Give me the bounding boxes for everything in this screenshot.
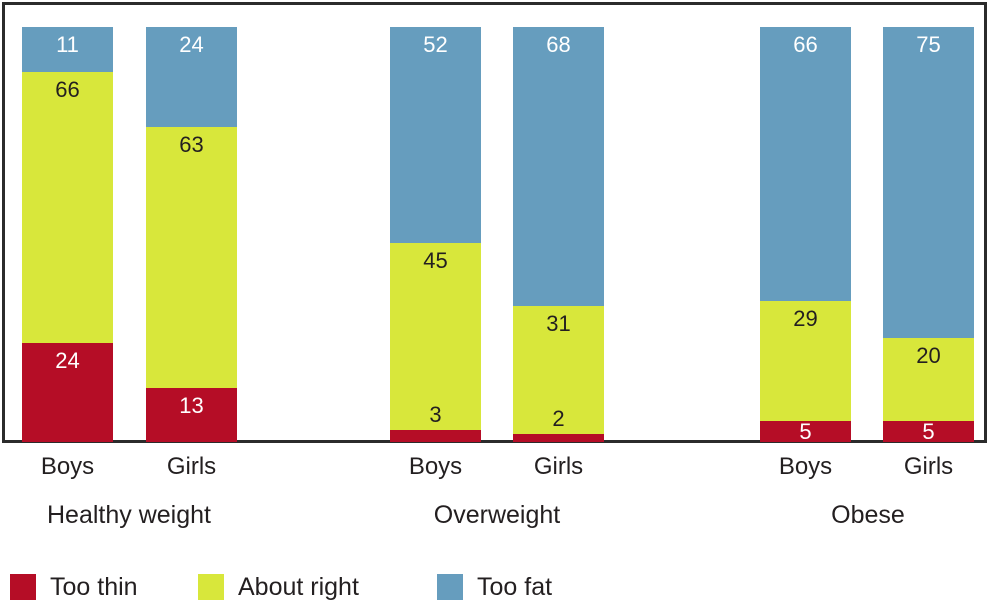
segment-about-right: 45 (390, 242, 481, 430)
segment-about-right: 20 (883, 338, 974, 422)
segment-too-thin: 2 (513, 406, 604, 442)
stacked-bar: 24 63 13 (146, 27, 237, 442)
category-label: Boys (408, 453, 463, 480)
segment-too-fat: 66 (760, 27, 851, 301)
segment-too-thin: 24 (22, 343, 113, 442)
segment-too-thin: 5 (883, 418, 974, 444)
segment-value-label: 5 (799, 418, 812, 444)
segment-value-label: 24 (55, 348, 80, 374)
segment-too-fat: 11 (22, 27, 113, 73)
segment-too-thin: 5 (760, 418, 851, 444)
stacked-bar: 11 66 24 (22, 27, 113, 442)
segment-too-fat: 24 (146, 27, 237, 127)
segment-value-label: 68 (546, 32, 571, 57)
legend-item-about-right: About right (198, 572, 359, 602)
segment-about-right: 66 (22, 72, 113, 344)
segment-about-right: 63 (146, 126, 237, 389)
segment-value-label: 31 (546, 311, 571, 337)
segment-too-thin: 13 (146, 388, 237, 442)
segment-value-label: 5 (922, 418, 935, 444)
about-right-swatch (198, 574, 224, 600)
segment-value-label: 13 (179, 393, 204, 419)
segment-value-label: 29 (793, 305, 818, 331)
segment-about-right: 31 (513, 306, 604, 434)
segment-value-label: 66 (55, 77, 80, 103)
category-label: Girls (533, 453, 584, 480)
stacked-bar: 66 29 5 (760, 27, 851, 444)
legend-label: Too thin (50, 572, 138, 601)
segment-value-label: 2 (552, 405, 565, 431)
segment-too-fat: 75 (883, 27, 974, 339)
stacked-bar: 75 20 5 (883, 27, 974, 444)
stacked-bar: 52 45 3 (390, 27, 481, 442)
segment-value-label: 20 (916, 343, 941, 369)
segment-value-label: 45 (423, 247, 448, 273)
category-label: Boys (778, 453, 833, 480)
segment-about-right: 29 (760, 300, 851, 422)
segment-value-label: 63 (179, 131, 204, 157)
segment-too-fat: 68 (513, 27, 604, 307)
segment-too-fat: 52 (390, 27, 481, 243)
segment-value-label: 24 (179, 32, 204, 57)
group-label-obese: Obese (831, 501, 905, 529)
too-fat-swatch (437, 574, 463, 600)
segment-value-label: 66 (793, 32, 818, 57)
legend-label: Too fat (477, 572, 553, 601)
category-label: Boys (40, 453, 95, 480)
segment-too-thin: 3 (390, 402, 481, 442)
segment-value-label: 11 (56, 32, 79, 57)
group-label-overweight: Overweight (433, 501, 561, 529)
segment-value-label: 52 (423, 32, 448, 57)
category-label: Girls (166, 453, 217, 480)
legend-item-too-fat: Too fat (437, 572, 552, 602)
too-thin-swatch (10, 574, 36, 600)
segment-value-label: 3 (429, 401, 442, 427)
legend-item-too-thin: Too thin (10, 572, 138, 602)
legend-label: About right (238, 572, 359, 601)
group-label-healthy-weight: Healthy weight (47, 501, 211, 529)
segment-value-label: 75 (916, 32, 941, 57)
category-label: Girls (903, 453, 954, 480)
stacked-bar: 68 31 2 (513, 27, 604, 442)
